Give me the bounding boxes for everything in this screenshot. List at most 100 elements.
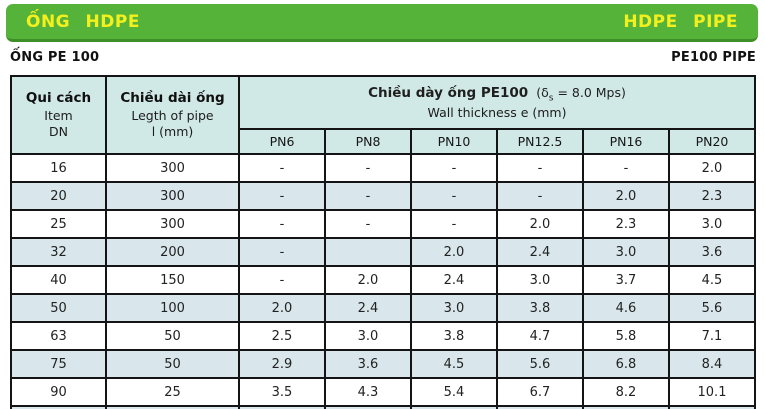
dn-cell: 50	[10, 293, 107, 323]
table-row: 75 50 2.9 3.6 4.5 5.6 6.8 8.4	[10, 349, 756, 379]
thickness-cell-pn6: -	[238, 237, 326, 267]
thickness-cell-pn8: 3.6	[324, 349, 412, 379]
length-cell: 300	[105, 153, 240, 183]
thickness-cell-pn8: 4.3	[324, 377, 412, 407]
thickness-cell-pn12-5: 3.0	[496, 265, 584, 295]
thickness-cell-pn10: -	[410, 209, 498, 239]
thickness-cell-pn20: 2.3	[668, 181, 756, 211]
header-item-vi: Qui cách	[25, 89, 92, 106]
thickness-cell-pn10	[410, 405, 498, 409]
thickness-cell-pn8: -	[324, 209, 412, 239]
thickness-cell-pn12-5: 2.0	[496, 209, 584, 239]
thickness-cell-pn8	[324, 405, 412, 409]
thickness-cell-pn20: 4.5	[668, 265, 756, 295]
thickness-cell-pn12-5: 2.4	[496, 237, 584, 267]
thickness-cell-pn16: 8.2	[582, 377, 670, 407]
dn-cell	[10, 405, 107, 409]
thickness-cell-pn12-5: 4.7	[496, 321, 584, 351]
thickness-cell-pn10: -	[410, 153, 498, 183]
thickness-cell-pn16: 4.6	[582, 293, 670, 323]
table-row-partial	[10, 405, 756, 409]
header-item-column: Qui cách Item DN	[10, 75, 107, 155]
table-row: 16 300 - - - - - 2.0	[10, 153, 756, 183]
thickness-cell-pn20: 3.0	[668, 209, 756, 239]
thickness-cell-pn10: 4.5	[410, 349, 498, 379]
length-cell: 300	[105, 209, 240, 239]
length-cell	[105, 405, 240, 409]
thickness-cell-pn20: 3.6	[668, 237, 756, 267]
length-cell: 150	[105, 265, 240, 295]
thickness-cell-pn6: -	[238, 209, 326, 239]
thickness-cell-pn20	[668, 405, 756, 409]
thickness-cell-pn6: -	[238, 181, 326, 211]
header-length-unit: l (mm)	[151, 123, 194, 139]
thickness-cell-pn6	[238, 405, 326, 409]
table-body: 16 300 - - - - - 2.0 20 300 - - - - 2.0 …	[10, 153, 756, 409]
thickness-cell-pn8: -	[324, 153, 412, 183]
subheader-english: PE100 PIPE	[671, 50, 756, 65]
thickness-cell-pn16: 2.3	[582, 209, 670, 239]
thickness-cell-pn12-5: -	[496, 181, 584, 211]
dn-cell: 16	[10, 153, 107, 183]
header-pn12-5: PN12.5	[496, 128, 584, 155]
thickness-cell-pn6: 3.5	[238, 377, 326, 407]
dn-cell: 32	[10, 237, 107, 267]
length-cell: 50	[105, 321, 240, 351]
thickness-cell-pn10: 3.8	[410, 321, 498, 351]
header-pn20: PN20	[668, 128, 756, 155]
dn-cell: 90	[10, 377, 107, 407]
thickness-cell-pn10: 5.4	[410, 377, 498, 407]
thickness-cell-pn6: -	[238, 265, 326, 295]
banner-title-vietnamese: ỐNG HDPE	[26, 11, 140, 32]
thickness-cell-pn8	[324, 237, 412, 267]
thickness-cell-pn16: 3.7	[582, 265, 670, 295]
thickness-cell-pn12-5: 6.7	[496, 377, 584, 407]
length-cell: 300	[105, 181, 240, 211]
thickness-cell-pn20: 5.6	[668, 293, 756, 323]
dn-cell: 75	[10, 349, 107, 379]
dn-cell: 40	[10, 265, 107, 295]
thickness-cell-pn8: -	[324, 181, 412, 211]
section-subheader: ỐNG PE 100 PE100 PIPE	[10, 50, 756, 65]
pipe-spec-table: Qui cách Item DN Chiều dài ống Legth of …	[10, 75, 756, 409]
banner-title-english: HDPE PIPE	[623, 11, 738, 32]
dn-cell: 20	[10, 181, 107, 211]
thickness-cell-pn6: -	[238, 153, 326, 183]
header-length-en: Legth of pipe	[131, 107, 214, 123]
length-cell: 100	[105, 293, 240, 323]
thickness-cell-pn20: 10.1	[668, 377, 756, 407]
header-pn16: PN16	[582, 128, 670, 155]
thickness-cell-pn8: 2.0	[324, 265, 412, 295]
header-pn10: PN10	[410, 128, 498, 155]
thickness-cell-pn10: 2.4	[410, 265, 498, 295]
header-length-column: Chiều dài ống Legth of pipe l (mm)	[105, 75, 240, 155]
thickness-cell-pn20: 8.4	[668, 349, 756, 379]
thickness-cell-pn10: 2.0	[410, 237, 498, 267]
table-row: 50 100 2.0 2.4 3.0 3.8 4.6 5.6	[10, 293, 756, 323]
thickness-cell-pn8: 2.4	[324, 293, 412, 323]
thickness-cell-pn6: 2.9	[238, 349, 326, 379]
thickness-cell-pn12-5: 5.6	[496, 349, 584, 379]
pn-header-row: PN6 PN8 PN10 PN12.5 PN16 PN20	[11, 128, 756, 155]
header-thickness-span: Chiều dày ống PE100 (δs = 8.0 Mps) Wall …	[238, 75, 756, 130]
thickness-cell-pn8: 3.0	[324, 321, 412, 351]
length-cell: 25	[105, 377, 240, 407]
thickness-cell-pn20: 7.1	[668, 321, 756, 351]
thickness-cell-pn6: 2.0	[238, 293, 326, 323]
thickness-cell-pn12-5: -	[496, 153, 584, 183]
thickness-cell-pn16	[582, 405, 670, 409]
table-row: 63 50 2.5 3.0 3.8 4.7 5.8 7.1	[10, 321, 756, 351]
table-row: 25 300 - - - 2.0 2.3 3.0	[10, 209, 756, 239]
thickness-cell-pn10: 3.0	[410, 293, 498, 323]
thickness-cell-pn16: -	[582, 153, 670, 183]
thickness-cell-pn16: 3.0	[582, 237, 670, 267]
page-banner: ỐNG HDPE HDPE PIPE	[6, 4, 758, 42]
length-cell: 200	[105, 237, 240, 267]
thickness-cell-pn16: 6.8	[582, 349, 670, 379]
header-thickness-en: Wall thickness e (mm)	[427, 105, 567, 121]
header-pn8: PN8	[324, 128, 412, 155]
table-row: 20 300 - - - - 2.0 2.3	[10, 181, 756, 211]
table-row: 32 200 - 2.0 2.4 3.0 3.6	[10, 237, 756, 267]
thickness-cell-pn10: -	[410, 181, 498, 211]
